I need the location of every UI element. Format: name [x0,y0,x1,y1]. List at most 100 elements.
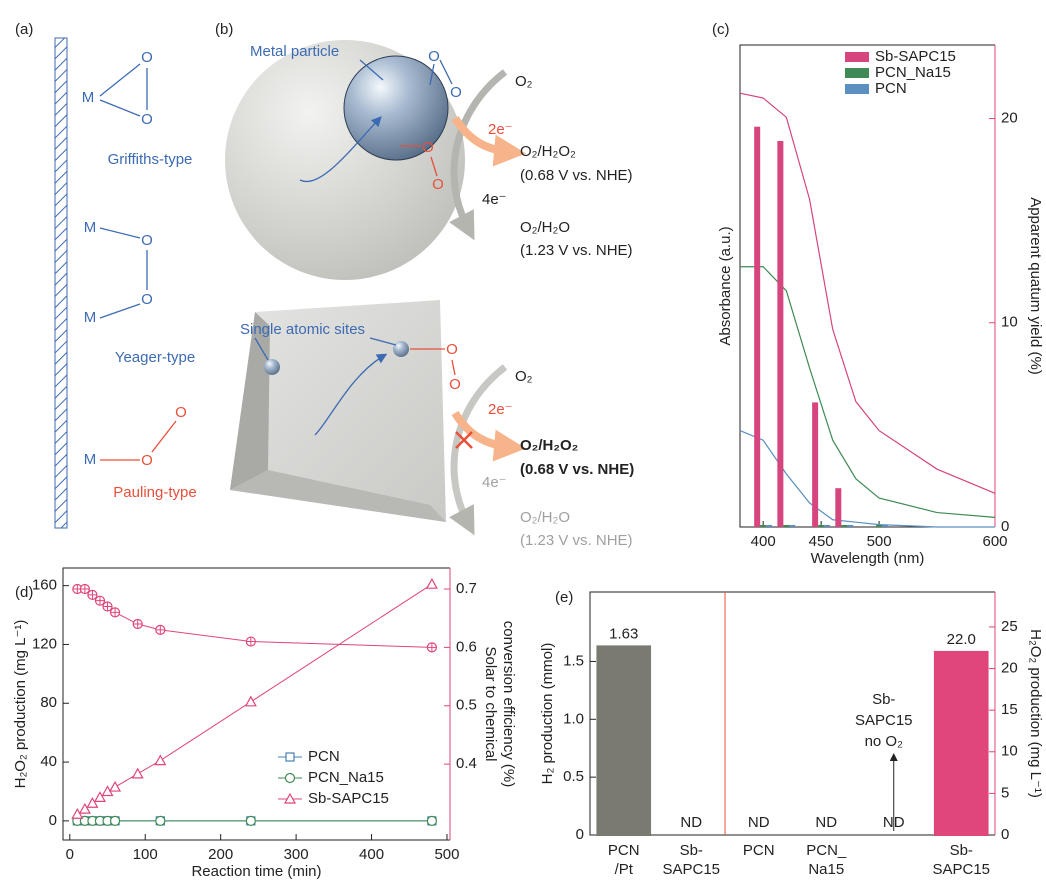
x-tick-label: 500 [867,533,892,550]
plate-bevel [230,312,270,490]
x-tick-label: SAPC15 [662,861,720,878]
marker-shape [133,769,143,778]
y-tick-label: 0 [576,826,584,843]
marker [88,590,97,599]
atom: O [141,452,153,469]
y-tick-label: 120 [32,635,57,652]
atom: O [432,176,444,193]
x-tick-label: PCN [743,842,775,859]
product: O₂/H₂O [520,219,570,236]
x-tick-label: SAPC15 [932,861,990,878]
single-atom [264,359,280,375]
atom: O [141,49,153,66]
panel-label: (e) [555,589,573,606]
y2-tick-label: 0.4 [456,755,477,772]
y2-tick-label: 10 [1001,743,1018,760]
bonds [100,64,147,318]
type-name: Pauling-type [113,484,196,501]
bar [847,525,853,527]
legend-swatch [845,68,869,78]
marker-shape [427,816,436,825]
marker [156,816,165,825]
x-tick-label: Sb- [950,842,973,859]
y-tick-label: 40 [40,753,57,770]
x-tick-label: 400 [751,533,776,550]
panel-label: (d) [15,584,33,601]
bar [935,652,988,835]
atom: M [84,309,97,326]
bar [789,525,795,527]
marker [286,753,294,761]
marker-shape [155,756,165,765]
electrons: 2e⁻ [488,401,513,418]
atom: M [82,89,95,106]
y2-axis-label: Apparent quatum yield (%) [1027,197,1044,375]
surface [55,38,67,528]
x-tick-label: 400 [359,846,384,863]
panel-label: (a) [15,21,33,38]
legend-label: PCN [875,80,907,97]
x-tick-label: Na15 [808,861,844,878]
y2-tick-label: 0.6 [456,638,477,655]
y2-tick-label: 0.5 [456,697,477,714]
single-atom [393,341,409,357]
legend-label: PCN_Na15 [308,769,384,786]
legend-label: PCN_Na15 [875,64,951,81]
plot-frame [63,568,450,840]
atom: O [141,232,153,249]
x-axis-label: Wavelength (nm) [811,550,925,567]
marker [156,625,165,634]
type-name: Griffiths-type [108,151,193,168]
y-axis-label: H₂O₂ production (mg L⁻¹) [12,620,29,789]
electrons: 4e⁻ [482,474,507,491]
figure: (a) M O O Griffiths-type M O O M Yeager-… [0,0,1046,886]
annotation: Sb- [872,691,895,708]
y2-tick-label: 20 [1001,660,1018,677]
marker [427,816,436,825]
y2-tick-label: 5 [1001,784,1009,801]
atom: O [450,84,462,101]
annotation: no O₂ [865,733,904,750]
y-tick-label: 1.0 [563,710,584,727]
atom: O [449,376,461,393]
bar [835,488,841,527]
atom: O [141,111,153,128]
electrons: 2e⁻ [488,121,513,138]
y-tick-label: 80 [40,694,57,711]
panel-label: (b) [215,21,233,38]
page: { "diagram_a": {"label": "(a)", "griffit… [0,0,1046,886]
y2-axis-label: conversion efficiency (%) [500,621,517,787]
caption: Metal particle [250,43,339,60]
x-tick-label: 0 [66,846,74,863]
bar [766,525,772,527]
atom: M [84,451,97,468]
atom: O [422,139,434,156]
bar [841,525,847,527]
value-label: ND [748,814,770,831]
bar [876,525,882,527]
value-label: 1.63 [609,625,638,642]
legend-label: PCN [308,748,340,765]
marker-shape [427,579,437,588]
marker [286,774,295,783]
x-tick-label: 300 [284,846,309,863]
value-label: ND [815,814,837,831]
bar [882,525,888,527]
y-tick-label: 160 [32,577,57,594]
x-tick-label: Sb- [680,842,703,859]
bar [777,141,783,527]
bar [812,402,818,527]
atom: M [84,219,97,236]
value-label: ND [680,814,702,831]
x-tick-label: 450 [809,533,834,550]
legend-label: Sb-SAPC15 [308,790,389,807]
y2-tick-label: 20 [1001,109,1018,126]
x-axis-label: Reaction time (min) [191,863,321,880]
marker-shape [246,697,256,706]
y2-tick-label: 0 [1001,826,1009,843]
x-tick-label: 600 [982,533,1007,550]
y-tick-label: 0 [49,812,57,829]
x-tick-label: 500 [434,846,459,863]
bar [824,525,830,527]
marker [133,769,143,778]
